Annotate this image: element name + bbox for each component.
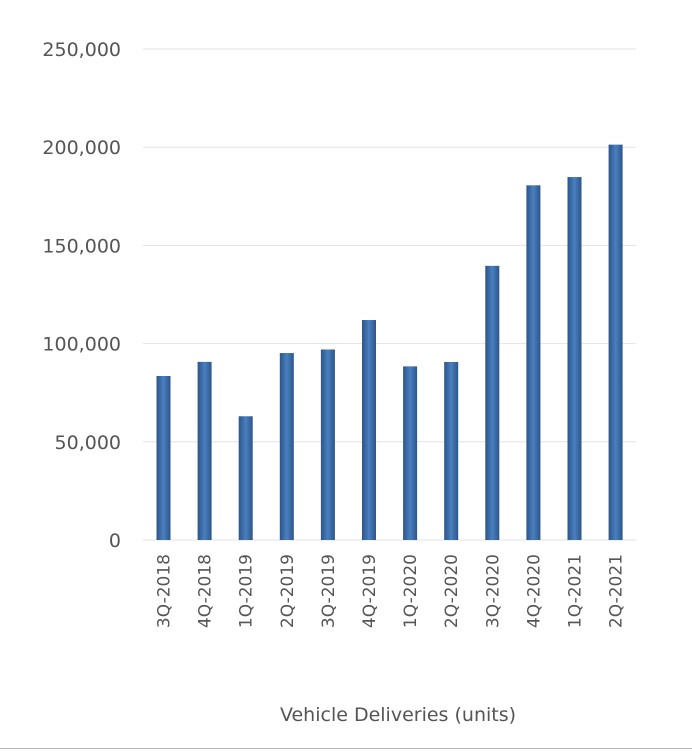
bar-1Q-2019 — [238, 416, 253, 540]
x-tick-label: 3Q-2020 — [483, 554, 503, 628]
x-tick-label: 1Q-2021 — [566, 554, 586, 628]
bar-4Q-2019 — [362, 320, 376, 540]
bottom-border — [0, 748, 692, 749]
bar-4Q-2020 — [526, 185, 541, 540]
y-tick-label: 0 — [109, 530, 121, 552]
x-tick-label: 2Q-2021 — [607, 554, 627, 628]
bar-1Q-2020 — [403, 366, 418, 540]
x-tick-label: 4Q-2020 — [524, 554, 544, 628]
bar-3Q-2020 — [485, 265, 500, 540]
x-axis-label: Vehicle Deliveries (units) — [280, 704, 516, 726]
x-tick-label: 3Q-2019 — [319, 554, 339, 628]
y-tick-label: 150,000 — [42, 235, 121, 257]
x-tick-label: 4Q-2019 — [360, 554, 380, 628]
y-axis-tick-labels: 0 50,000 100,000 150,000 200,000 250,000 — [42, 39, 121, 552]
bar-1Q-2021 — [567, 177, 582, 540]
y-tick-label: 100,000 — [42, 334, 121, 356]
x-tick-label: 2Q-2020 — [442, 554, 462, 628]
bar-4Q-2018 — [197, 361, 212, 540]
x-tick-label: 2Q-2019 — [278, 554, 298, 628]
gridlines — [143, 48, 636, 541]
bar-2Q-2021 — [608, 144, 623, 541]
x-tick-label: 4Q-2018 — [196, 554, 216, 628]
x-tick-label: 3Q-2018 — [155, 554, 175, 628]
bar-3Q-2019 — [320, 349, 335, 540]
x-tick-label: 1Q-2019 — [237, 554, 257, 628]
bars — [156, 144, 623, 541]
bar-3Q-2018 — [156, 376, 171, 540]
y-tick-label: 250,000 — [42, 39, 121, 61]
bar-2Q-2019 — [279, 353, 294, 540]
y-tick-label: 200,000 — [42, 137, 121, 159]
bar-2Q-2020 — [444, 361, 459, 540]
x-axis-category-labels: 3Q-2018 4Q-2018 1Q-2019 2Q-2019 3Q-2019 4Q-20… — [155, 554, 627, 628]
y-tick-label: 50,000 — [55, 432, 121, 454]
x-tick-label: 1Q-2020 — [401, 554, 421, 628]
